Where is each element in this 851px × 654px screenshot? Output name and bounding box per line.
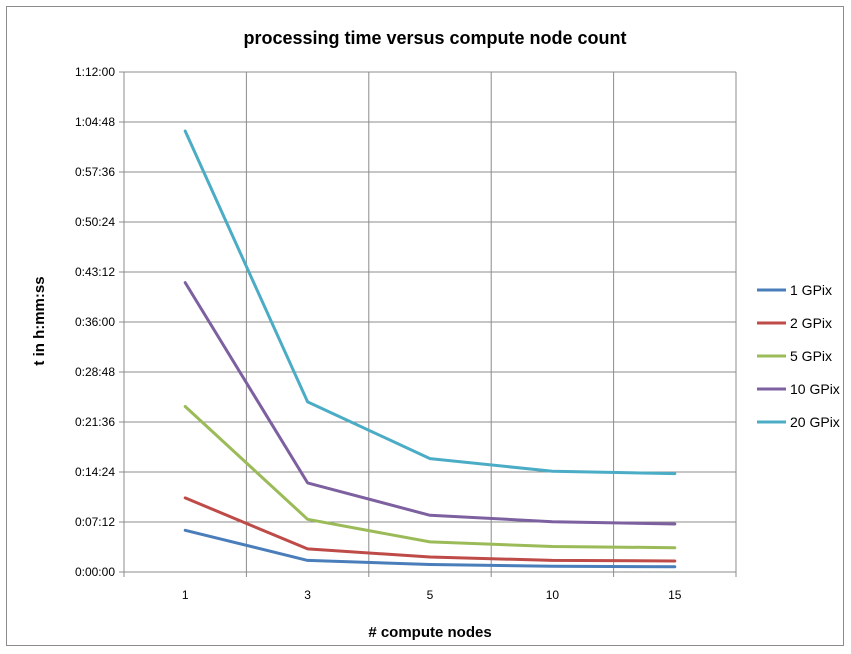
legend: 1 GPix 2 GPix 5 GPix 10 GPix 20 GPix xyxy=(757,282,840,430)
x-tick-label: 10 xyxy=(546,588,560,602)
y-tick-label: 0:57:36 xyxy=(75,165,115,179)
y-tick-label: 0:36:00 xyxy=(75,315,115,329)
y-tick-label: 0:07:12 xyxy=(75,515,115,529)
y-tick-label: 0:00:00 xyxy=(75,565,115,579)
x-tick-label: 5 xyxy=(427,588,434,602)
chart-title: processing time versus compute node coun… xyxy=(243,28,626,48)
x-tick-label: 15 xyxy=(668,588,682,602)
y-tick-label: 0:14:24 xyxy=(75,465,115,479)
series-line-1-gpix xyxy=(183,528,677,569)
grid xyxy=(119,71,737,577)
x-axis-ticks: 1 3 5 10 15 xyxy=(182,588,682,602)
series-line-10-gpix xyxy=(183,281,677,526)
y-tick-label: 0:43:12 xyxy=(75,265,115,279)
y-tick-label: 0:21:36 xyxy=(75,415,115,429)
legend-label: 1 GPix xyxy=(790,282,832,298)
y-tick-label: 1:12:00 xyxy=(75,65,115,79)
series-lines xyxy=(183,129,677,569)
legend-label: 10 GPix xyxy=(790,381,840,397)
x-axis-title: # compute nodes xyxy=(368,624,491,641)
x-tick-label: 3 xyxy=(304,588,311,602)
series-line-20-gpix xyxy=(183,129,677,476)
y-axis-title: t in h:mm:ss xyxy=(31,276,48,365)
x-tick-label: 1 xyxy=(182,588,189,602)
chart-frame xyxy=(6,6,844,646)
legend-label: 20 GPix xyxy=(790,414,840,430)
y-tick-label: 0:50:24 xyxy=(75,215,115,229)
legend-label: 5 GPix xyxy=(790,348,832,364)
y-tick-label: 1:04:48 xyxy=(75,115,115,129)
series-line-5-gpix xyxy=(183,405,677,550)
legend-label: 2 GPix xyxy=(790,315,832,331)
y-tick-label: 0:28:48 xyxy=(75,365,115,379)
series-line-2-gpix xyxy=(183,496,677,563)
y-axis-ticks: 0:00:00 0:07:12 0:14:24 0:21:36 0:28:48 0:36:… xyxy=(75,65,115,579)
